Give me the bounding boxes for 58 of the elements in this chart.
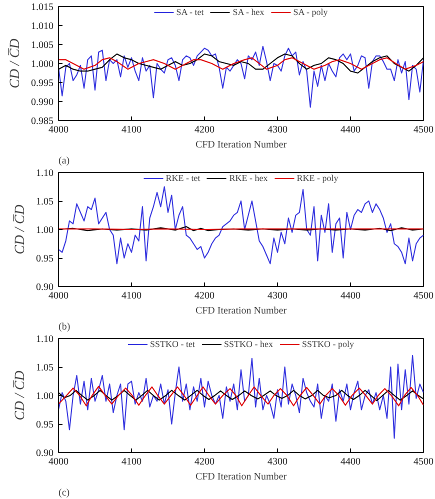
- y-axis-title: CD / C̅D: [12, 370, 28, 420]
- y-tick-label: 1.05: [36, 362, 54, 374]
- y-tick-label: 0.95: [36, 254, 54, 264]
- y-tick-label: 1.00: [36, 391, 54, 402]
- legend-label: RKE - poly: [296, 173, 338, 183]
- line-series: [58, 386, 424, 406]
- y-tick-label: 1.10: [36, 334, 54, 345]
- legend-label: RKE - tet: [166, 173, 200, 183]
- x-tick-label: 4400: [340, 124, 360, 136]
- y-tick-label: 0.995: [31, 78, 54, 89]
- legend-label: SA - tet: [176, 7, 204, 17]
- y-tick-label: 0.90: [36, 448, 54, 459]
- text: (c): [58, 488, 70, 498]
- x-tick-label: 4500: [414, 124, 434, 136]
- y-axis-title: CD / C̅D: [8, 38, 23, 88]
- y-tick-label: 1.015: [31, 2, 54, 13]
- legend-label: SA - hex: [232, 7, 264, 17]
- legend-label: RKE - hex: [229, 173, 268, 183]
- x-tick-label: 4400: [340, 290, 360, 302]
- legend-label: SSTKO - hex: [224, 339, 273, 349]
- y-tick-label: 0.985: [31, 116, 54, 127]
- text: (b): [58, 322, 70, 332]
- x-tick-label: 4100: [122, 124, 142, 136]
- x-axis-title: CFD Iteration Number: [195, 140, 288, 150]
- x-tick-label: 4300: [268, 290, 288, 302]
- x-tick-label: 4300: [268, 124, 288, 136]
- y-tick-label: 1.10: [36, 168, 54, 179]
- x-tick-label: 4200: [194, 456, 214, 468]
- legend-label: SSTKO - poly: [302, 339, 354, 349]
- x-tick-label: 4000: [48, 290, 68, 302]
- x-tick-label: 4000: [48, 456, 68, 468]
- x-tick-label: 4500: [414, 290, 434, 302]
- y-tick-label: 0.95: [36, 420, 54, 430]
- x-axis-title: CFD Iteration Number: [195, 306, 288, 316]
- y-tick-label: 1.000: [31, 59, 54, 70]
- legend-label: SSTKO - tet: [150, 339, 195, 349]
- legend-label: SA - poly: [293, 7, 328, 17]
- x-tick-label: 4100: [122, 456, 142, 468]
- y-axis-title: CD / C̅D: [12, 204, 28, 254]
- y-tick-label: 0.990: [31, 97, 54, 108]
- x-tick-label: 4400: [340, 456, 360, 468]
- x-tick-label: 4500: [414, 456, 434, 468]
- x-tick-label: 4200: [194, 290, 214, 302]
- y-tick-label: 1.00: [36, 225, 54, 236]
- y-tick-label: 1.05: [36, 196, 54, 208]
- x-tick-label: 4200: [194, 124, 214, 136]
- text: (a): [58, 156, 70, 166]
- x-axis-title: CFD Iteration Number: [195, 472, 288, 482]
- line-series: [58, 57, 424, 70]
- line-series: [58, 46, 424, 108]
- x-tick-label: 4300: [268, 456, 288, 468]
- line-series: [58, 186, 424, 264]
- y-tick-label: 1.005: [31, 40, 54, 51]
- x-tick-label: 4100: [122, 290, 142, 302]
- x-tick-label: 4000: [48, 124, 68, 136]
- y-tick-label: 0.90: [36, 282, 54, 293]
- y-tick-label: 1.010: [31, 21, 54, 32]
- line-series: [58, 355, 424, 439]
